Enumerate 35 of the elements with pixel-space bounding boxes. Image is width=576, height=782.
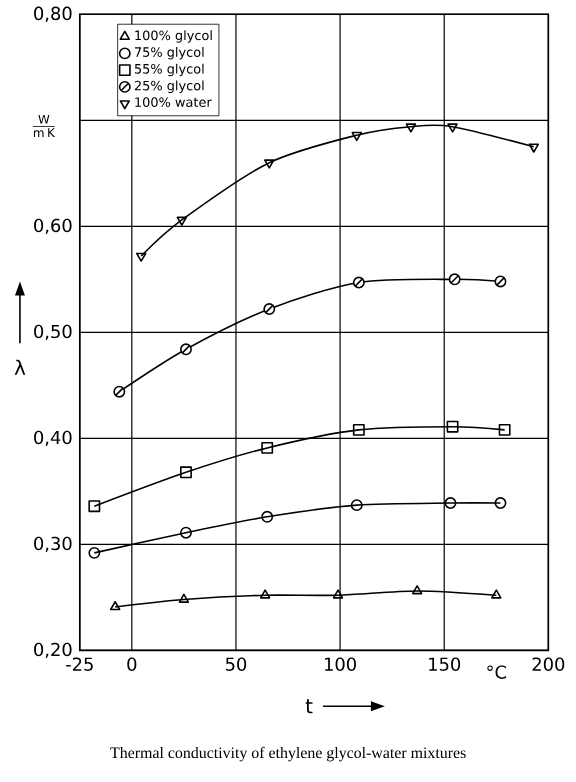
point [259, 589, 271, 599]
point [352, 423, 365, 436]
point [261, 510, 274, 523]
point [263, 159, 275, 169]
point [176, 216, 187, 226]
x-tick-label: 200 [532, 657, 565, 671]
y-tick-label: 0,50 [33, 324, 72, 341]
point [447, 123, 458, 133]
point [351, 131, 362, 142]
y-tick-label: 0,30 [33, 536, 72, 553]
point [332, 589, 344, 599]
y-tick-label: 0,20 [33, 642, 72, 659]
x-tick-label: 100 [324, 657, 356, 671]
x-tick-label: 50 [225, 657, 247, 671]
point [444, 497, 457, 509]
point [88, 500, 101, 513]
point [411, 585, 423, 595]
point [179, 526, 192, 539]
point [261, 441, 274, 454]
point [405, 123, 417, 133]
x-tick-label: 150 [429, 657, 460, 671]
point [350, 499, 363, 512]
point [178, 593, 190, 603]
text: °C [487, 665, 506, 679]
point [498, 423, 511, 436]
y-tick-label: 0,40 [33, 430, 72, 447]
x-axis-title: t [305, 699, 313, 714]
y-axis-title: λ [14, 359, 26, 375]
x-tick-label: 0 [127, 657, 137, 671]
point [446, 420, 459, 433]
y-tick-label: 0,60 [33, 218, 72, 235]
x-tick-label: -25 [65, 657, 93, 671]
text: $\frac{\mathrm{W}}{\mathrm{m\,K}}$ [32, 114, 55, 137]
point [179, 466, 192, 479]
y-tick-label: 0,80 [33, 6, 72, 22]
